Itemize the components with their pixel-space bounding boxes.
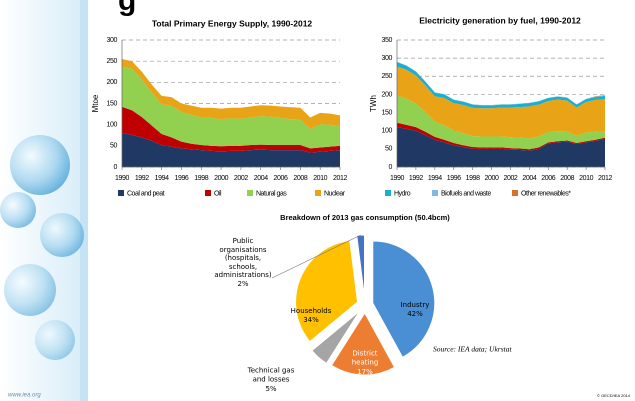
area [397,122,605,151]
globe [35,320,75,360]
pie-slice [330,312,396,376]
slice-value-label: 17% [357,367,373,376]
legend-label: Nuclear [324,190,346,197]
y-tick-label: 50 [110,143,117,150]
website: www.iea.org [8,393,41,399]
legend-label: Natural gas [256,190,287,197]
y-tick-label: 250 [107,58,118,65]
chart-title: Total Primary Energy Supply, 1990-2012 [152,18,313,28]
x-tick-label: 1994 [428,175,442,182]
x-tick-label: 2000 [485,175,499,182]
area [122,133,340,167]
globe [10,135,70,195]
legend-swatch [315,190,321,196]
area [122,59,340,129]
y-tick-label: 100 [382,128,393,135]
x-tick-label: 1992 [409,175,423,182]
y-tick-label: 0 [114,164,118,171]
x-tick-label: 2008 [560,175,574,182]
legend-label: Other renewables* [521,190,571,197]
y-tick-label: 300 [107,37,118,44]
legend-swatch [247,190,253,196]
x-tick-label: 2006 [541,175,555,182]
x-tick-label: 1998 [194,175,208,182]
source: Source: IEA data; Ukrstat [433,345,512,354]
area [397,127,605,167]
x-tick-label: 1990 [115,175,129,182]
slice-label: Households [290,306,332,315]
legend-swatch [512,190,518,196]
slice-value-label: 5% [265,384,277,393]
legend-swatch [432,190,438,196]
y-tick-label: 100 [107,122,118,129]
pie-slice [295,239,359,343]
area [397,66,605,139]
y-tick-label: 150 [382,109,393,116]
x-tick-label: 2002 [234,175,248,182]
x-tick-label: 2002 [503,175,517,182]
y-tick-label: 50 [385,146,392,153]
slice-label: Industry [400,300,430,309]
x-tick-label: 1996 [447,175,461,182]
pie-slice [356,234,365,298]
x-tick-label: 1994 [155,175,169,182]
x-tick-label: 2012 [333,175,347,182]
slice-label: Public organisations (hospitals, schools… [214,236,272,279]
x-tick-label: 1998 [466,175,480,182]
y-tick-label: 300 [382,55,393,62]
chart-title: Breakdown of 2013 gas consumption (50.4b… [280,213,450,222]
area [122,66,340,149]
x-tick-label: 2008 [293,175,307,182]
slice-label: Technical gas and losses [247,366,295,384]
globe [4,264,56,316]
y-axis-label: TWh [369,95,378,112]
x-tick-label: 2006 [274,175,288,182]
x-tick-label: 1992 [135,175,149,182]
y-tick-label: 350 [382,37,393,44]
x-tick-label: 2000 [214,175,228,182]
legend-swatch [118,190,124,196]
y-tick-label: 200 [107,79,118,86]
slice-label: District heating [351,349,379,367]
legend-label: Coal and peat [127,190,165,197]
x-tick-label: 2004 [522,175,536,182]
legend-label: Hydro [394,190,411,197]
x-tick-label: 2004 [254,175,268,182]
x-tick-label: 2010 [313,175,327,182]
slide-title: g [118,0,136,17]
slice-value-label: 42% [407,310,423,318]
y-tick-label: 200 [382,91,393,98]
slice-value-label: 2% [237,280,249,288]
y-tick-label: 0 [389,164,393,171]
x-tick-label: 1990 [390,175,404,182]
y-tick-label: 250 [382,73,393,80]
legend-swatch [385,190,391,196]
leader-line [271,234,361,279]
side-band [80,0,88,401]
x-tick-label: 2010 [579,175,593,182]
legend-label: Biofuels and waste [441,190,491,197]
pie-slice [311,310,361,365]
chart-title: Electricity generation by fuel, 1990-201… [419,15,581,25]
x-tick-label: 1996 [174,175,188,182]
globe [0,192,36,228]
legend-swatch [205,190,211,196]
y-axis-label: Mtoe [91,94,100,112]
y-tick-label: 150 [107,100,118,107]
slice-value-label: 34% [303,316,319,324]
copyright: © OECD/IEA 2014 [597,393,631,398]
area [397,95,605,150]
area [122,106,340,153]
globe [40,213,84,257]
legend-label: Oil [214,190,222,197]
x-tick-label: 2012 [598,175,612,182]
pie-slice [372,240,436,359]
